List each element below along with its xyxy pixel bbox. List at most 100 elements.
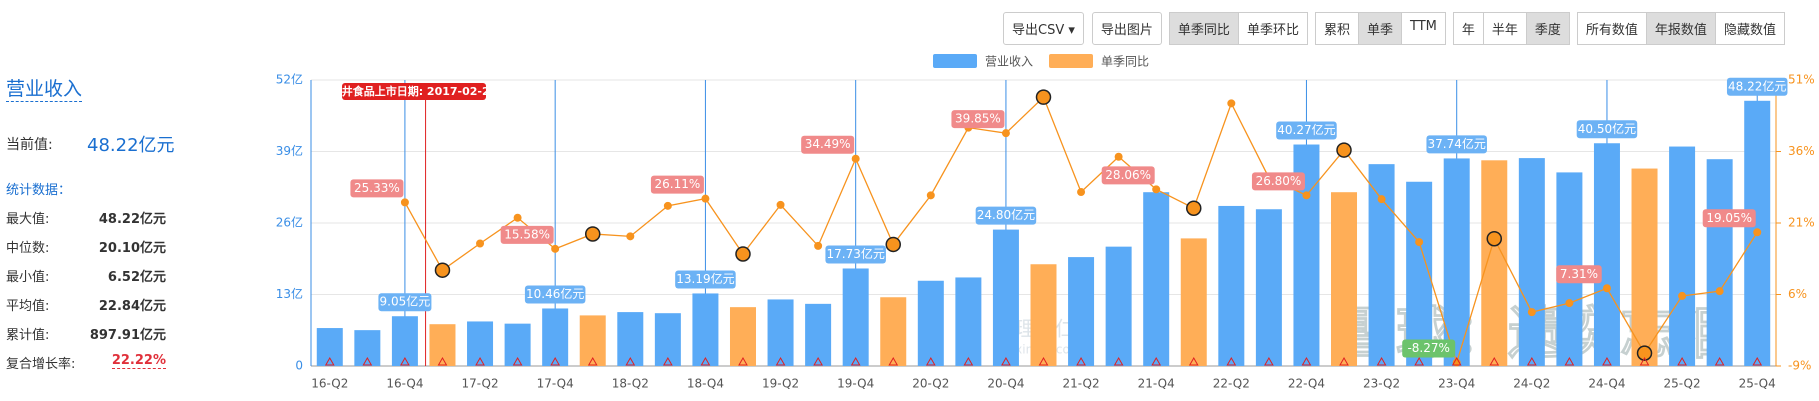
point (1114, 152, 1123, 161)
event-marker (1451, 356, 1462, 366)
button-groups: 单季同比 单季环比 累积 单季 TTM 年半年 季度 所有数值 年报数值 隐藏数值 (1168, 12, 1785, 45)
bar (354, 330, 381, 366)
x-tick-label: 19-Q2 (762, 377, 799, 391)
line-value-label: 34.49% (805, 137, 851, 151)
bar (1180, 238, 1207, 366)
bar (1593, 143, 1620, 366)
line-value-label-bg (1402, 339, 1456, 358)
bar-value-label: 37.74亿元 (1428, 136, 1486, 151)
y-tick-label: 0 (295, 359, 303, 373)
stat-row: 中位数: 20.10亿元 (6, 237, 166, 256)
point (1186, 200, 1202, 216)
point (400, 198, 409, 207)
legend-label: 单季同比 (1101, 55, 1149, 69)
bar (316, 328, 343, 366)
point (1486, 230, 1503, 247)
current-value: 48.22亿元 (87, 135, 175, 156)
toggle-button[interactable]: 隐藏数值 (1714, 12, 1785, 45)
point (1715, 287, 1724, 296)
stat-value: 22.84亿元 (98, 299, 166, 314)
legend-label: 营业收入 (985, 55, 1033, 69)
stat-row: 最大值: 48.22亿元 (6, 208, 166, 227)
y-tick-label: 13亿 (276, 286, 303, 301)
x-tick-label: 25-Q4 (1739, 377, 1776, 391)
toggle-button[interactable]: 年 (1452, 12, 1484, 45)
y-tick-label: 52亿 (276, 72, 303, 87)
event-marker (1414, 356, 1425, 366)
point (776, 200, 785, 209)
event-marker (700, 356, 711, 366)
export-csv[interactable]: 导出CSV ▾ (1003, 12, 1084, 45)
x-tick-label: 18-Q4 (687, 377, 724, 391)
event-marker (437, 356, 448, 366)
point (735, 246, 751, 262)
toggle-button[interactable]: 单季 (1357, 12, 1402, 45)
line-value-label-bg (951, 110, 1005, 129)
event-marker (362, 356, 373, 366)
x-tick-label: 17-Q4 (537, 377, 574, 391)
y-tick-label: 39亿 (276, 143, 303, 158)
bar (1218, 205, 1245, 366)
y-tick-label: 26亿 (276, 215, 303, 230)
point (1227, 99, 1236, 108)
event-marker (400, 356, 410, 366)
point (1602, 284, 1611, 293)
annotation: 安井食品上市日期: 2017-02-22 (331, 84, 498, 98)
x-tick-label: 23-Q2 (1363, 377, 1400, 391)
line-value-label-bg (500, 225, 554, 244)
label: 导出CSV (1012, 23, 1065, 38)
bar (1143, 192, 1170, 366)
toggle-button[interactable]: 季度 (1525, 12, 1570, 45)
toggle-button[interactable]: 年报数值 (1645, 12, 1716, 45)
stat-row: 累计值: 897.91亿元 (6, 324, 166, 343)
export-image[interactable]: 导出图片 (1091, 12, 1162, 45)
bar (992, 229, 1019, 366)
bar-value-label-bg (1276, 121, 1337, 140)
stat-row: 最小值: 6.52亿元 (6, 266, 166, 285)
stat-value: 20.10亿元 (98, 241, 166, 256)
event-marker (1714, 356, 1725, 366)
bar (467, 321, 494, 366)
point (663, 201, 672, 210)
bar (1406, 181, 1433, 366)
x-tick-label: 21-Q2 (1063, 377, 1100, 391)
point (1302, 191, 1311, 200)
line-value-label: -8.27% (1407, 341, 1449, 355)
point (1077, 188, 1086, 197)
stat-label: 最大值: (6, 212, 50, 227)
point (584, 226, 601, 242)
toggle-button[interactable]: 累积 (1314, 12, 1359, 45)
line-value-label-bg (1556, 265, 1602, 284)
y2-tick-label: 6% (1788, 287, 1807, 301)
stat-label: 平均值: (6, 299, 50, 314)
y2-tick-label: 51% (1788, 73, 1815, 87)
toggle-button[interactable]: 单季同比 (1168, 12, 1239, 45)
point (1753, 228, 1762, 237)
bar (1368, 164, 1395, 366)
toolbar: 导出CSV ▾ 导出图片 单季同比 单季环比 累积 单季 TTM 年半年 季度 所有数值 年报数… (1003, 12, 1785, 45)
x-tick-label: 16-Q4 (386, 377, 423, 391)
event-marker (1188, 356, 1199, 366)
line-value-label-bg (350, 179, 404, 198)
bar (1443, 158, 1470, 366)
bar (767, 299, 794, 366)
toggle-button[interactable]: TTM (1400, 12, 1446, 45)
metric-title[interactable]: 营业收入 (6, 74, 83, 102)
stat-label: 复合增长率: (6, 357, 76, 372)
toggle-button[interactable]: 所有数值 (1576, 12, 1647, 45)
bar (880, 297, 907, 366)
event-marker (1226, 356, 1237, 366)
stat-row: 复合增长率: 22.22% (6, 353, 166, 372)
point (1415, 238, 1424, 247)
line-value-label: 26.80% (1256, 174, 1302, 188)
toggle-button[interactable]: 单季环比 (1237, 12, 1308, 45)
event-marker (475, 356, 485, 366)
bar (842, 268, 869, 366)
bar (692, 293, 719, 366)
event-marker (512, 356, 523, 366)
point (1527, 308, 1536, 317)
toggle-button[interactable]: 半年 (1482, 12, 1527, 45)
point (626, 232, 635, 241)
x-tick-label: 20-Q4 (987, 377, 1024, 391)
